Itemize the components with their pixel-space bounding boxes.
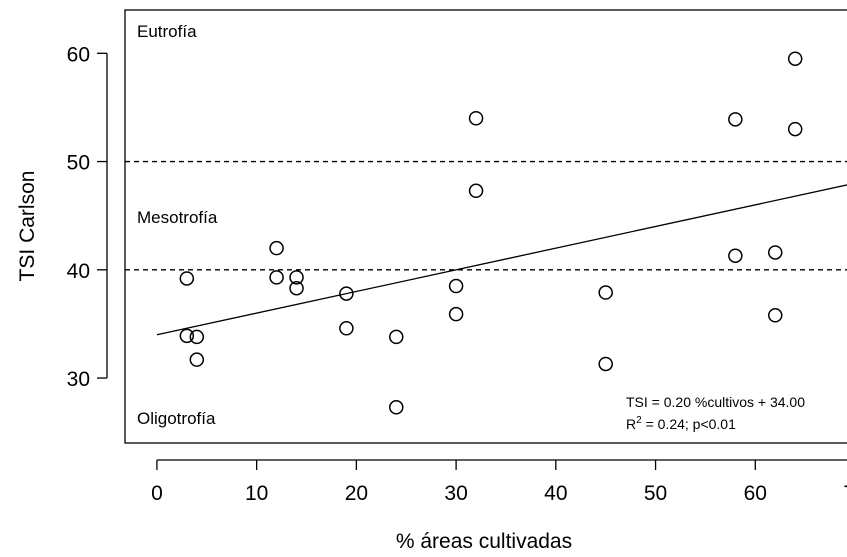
- y-tick-label: 40: [67, 260, 90, 283]
- x-tick-label: 70: [843, 482, 847, 505]
- x-tick-label: 0: [151, 482, 163, 505]
- data-point: [189, 352, 205, 367]
- x-tick-label: 50: [644, 482, 667, 505]
- data-point: [728, 112, 743, 127]
- data-point: [189, 329, 205, 345]
- x-tick-label: 20: [345, 482, 368, 505]
- x-axis-title: % áreas cultivadas: [396, 530, 572, 553]
- data-point: [339, 321, 354, 336]
- y-tick-label: 50: [67, 152, 90, 175]
- regression-line-group: [156, 184, 847, 336]
- r2-base: R: [626, 416, 636, 432]
- data-point: [787, 121, 803, 137]
- data-point: [767, 308, 783, 323]
- data-point: [787, 51, 803, 66]
- x-tick-label: 60: [744, 482, 767, 505]
- y-tick-label: 30: [67, 368, 90, 391]
- regression-line: [156, 184, 847, 336]
- data-point: [339, 286, 354, 301]
- data-point: [598, 285, 613, 300]
- data-point: [598, 356, 613, 372]
- data-point: [179, 328, 195, 344]
- x-tick-label: 10: [245, 482, 268, 505]
- zone-label-eutrofia: Eutrofía: [137, 22, 197, 41]
- data-point: [289, 270, 304, 285]
- data-point: [389, 329, 404, 345]
- equation-line1: TSI = 0.20 %cultivos + 34.00: [626, 394, 805, 410]
- r2-superscript: 2: [636, 415, 642, 426]
- data-points: [179, 51, 803, 415]
- data-point: [468, 111, 484, 126]
- data-point: [389, 400, 404, 415]
- x-tick-label: 30: [444, 482, 467, 505]
- data-point: [289, 280, 304, 296]
- x-axis: 0 10 20 30 40 50 60 70: [151, 459, 847, 505]
- y-tick-label: 60: [67, 43, 90, 66]
- data-point: [269, 240, 284, 256]
- y-axis: 30 40 50 60: [67, 43, 108, 391]
- data-point: [448, 278, 464, 294]
- data-point: [468, 183, 484, 199]
- reference-lines: [125, 160, 847, 271]
- zone-label-oligotrofia: Oligotrofía: [137, 409, 216, 428]
- data-point: [269, 270, 284, 285]
- data-point: [767, 245, 783, 260]
- y-axis-title: TSI Carlson: [16, 171, 39, 282]
- data-point: [728, 248, 743, 263]
- x-tick-label: 40: [544, 482, 567, 505]
- plot-frame: [124, 9, 847, 444]
- data-point: [179, 271, 195, 286]
- equation-line2: R2 = 0.24; p<0.01: [626, 415, 736, 432]
- zone-label-mesotrofia: Mesotrofía: [137, 208, 218, 227]
- r2-rest: = 0.24; p<0.01: [642, 416, 736, 432]
- data-point: [448, 306, 464, 322]
